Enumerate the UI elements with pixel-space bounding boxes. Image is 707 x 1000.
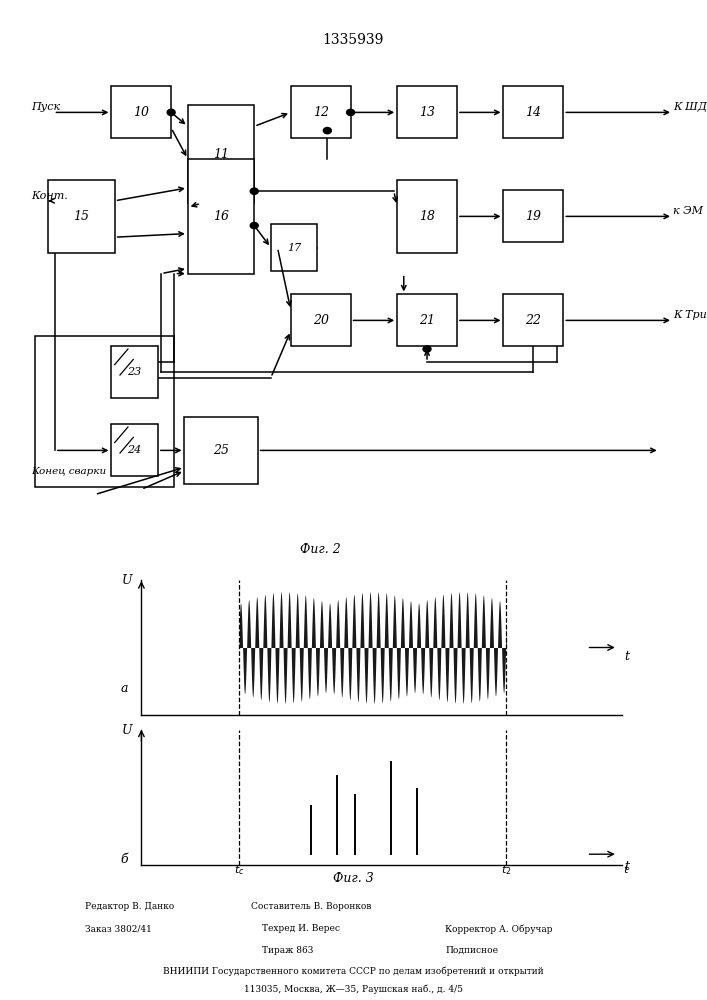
Text: Заказ 3802/41: Заказ 3802/41 — [85, 924, 152, 933]
Bar — [503, 86, 563, 138]
Circle shape — [250, 222, 258, 229]
Text: 14: 14 — [525, 106, 542, 119]
Text: Составитель В. Воронков: Составитель В. Воронков — [251, 902, 371, 911]
Text: 23: 23 — [127, 367, 141, 377]
Text: U: U — [122, 574, 132, 586]
Text: ВНИИПИ Государственного комитета СССР по делам изобретений и открытий: ВНИИПИ Государственного комитета СССР по… — [163, 966, 544, 976]
Text: 17: 17 — [287, 243, 301, 253]
Text: 18: 18 — [419, 210, 435, 223]
Text: К Триг.: К Триг. — [673, 310, 707, 320]
Text: 11: 11 — [213, 147, 229, 160]
Text: Техред И. Верес: Техред И. Верес — [262, 924, 339, 933]
Text: 12: 12 — [312, 106, 329, 119]
Text: t: t — [624, 650, 629, 663]
Text: 1335939: 1335939 — [323, 33, 384, 47]
Bar — [397, 86, 457, 138]
Text: t: t — [624, 860, 629, 873]
Bar — [291, 86, 351, 138]
Circle shape — [346, 109, 355, 116]
Text: 20: 20 — [312, 314, 329, 327]
Bar — [112, 346, 158, 398]
Bar — [48, 180, 115, 253]
Text: 10: 10 — [133, 106, 149, 119]
Text: 113035, Москва, Ж—35, Раушская наб., д. 4/5: 113035, Москва, Ж—35, Раушская наб., д. … — [244, 985, 463, 994]
Text: Пуск: Пуск — [32, 102, 61, 112]
Text: Фиг. 2: Фиг. 2 — [300, 543, 341, 556]
Text: Конец сварки: Конец сварки — [32, 467, 107, 476]
Bar — [35, 336, 175, 487]
Text: 22: 22 — [525, 314, 542, 327]
Circle shape — [423, 346, 431, 352]
Text: а: а — [121, 682, 128, 695]
Bar — [271, 224, 317, 271]
Bar — [112, 86, 171, 138]
Text: 19: 19 — [525, 210, 542, 223]
Bar — [188, 159, 255, 274]
Text: Редактор В. Данко: Редактор В. Данко — [85, 902, 174, 911]
Text: Конт.: Конт. — [32, 191, 69, 201]
Circle shape — [323, 127, 332, 134]
Text: б: б — [120, 853, 128, 866]
Text: Тираж 863: Тираж 863 — [262, 946, 313, 955]
Text: $t_c$: $t_c$ — [234, 863, 245, 877]
Bar — [291, 294, 351, 346]
Bar — [188, 105, 255, 203]
Circle shape — [167, 109, 175, 116]
Text: 24: 24 — [127, 445, 141, 455]
Bar — [112, 424, 158, 476]
Text: $t$: $t$ — [624, 863, 630, 875]
Text: 21: 21 — [419, 314, 435, 327]
Text: 15: 15 — [74, 210, 90, 223]
Text: К ШД.: К ШД. — [673, 102, 707, 112]
Text: к ЭМ: к ЭМ — [673, 206, 703, 216]
Bar — [185, 417, 257, 484]
Bar — [397, 180, 457, 253]
Bar — [503, 294, 563, 346]
Text: 13: 13 — [419, 106, 435, 119]
Bar — [503, 190, 563, 242]
Text: U: U — [122, 724, 132, 736]
Bar — [397, 294, 457, 346]
Text: 16: 16 — [213, 210, 229, 223]
Text: $t_2$: $t_2$ — [501, 863, 512, 877]
Text: Подписное: Подписное — [445, 946, 498, 955]
Text: Фиг. 3: Фиг. 3 — [333, 872, 374, 885]
Text: 25: 25 — [213, 444, 229, 457]
Text: Корректор А. Обручар: Корректор А. Обручар — [445, 924, 553, 934]
Circle shape — [250, 188, 258, 194]
